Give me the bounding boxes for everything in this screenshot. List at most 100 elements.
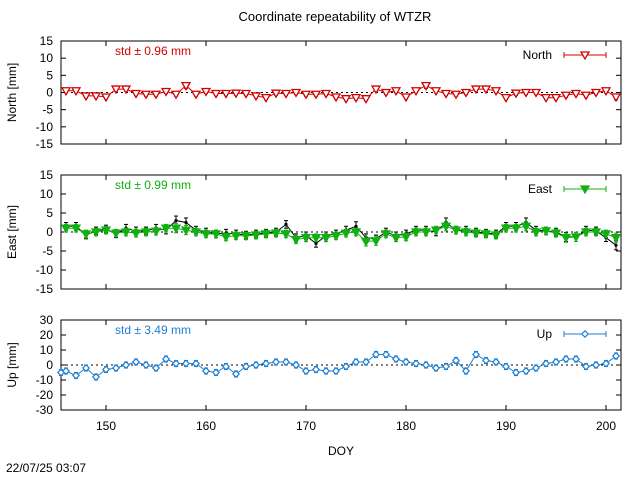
data-point bbox=[511, 368, 521, 377]
data-point bbox=[381, 350, 391, 359]
data-point bbox=[370, 85, 382, 95]
data-point bbox=[481, 356, 491, 365]
y-tick-label: 0 bbox=[46, 358, 53, 372]
data-point bbox=[174, 219, 178, 223]
data-point bbox=[561, 354, 571, 364]
data-point bbox=[151, 363, 161, 373]
y-tick-label: 0 bbox=[46, 225, 53, 239]
legend-label: North bbox=[523, 48, 552, 62]
data-point bbox=[61, 366, 71, 376]
data-point bbox=[330, 93, 342, 103]
data-point bbox=[120, 228, 132, 238]
data-point bbox=[290, 235, 302, 245]
data-point bbox=[401, 357, 411, 367]
data-point bbox=[181, 359, 191, 368]
data-point bbox=[90, 92, 102, 102]
data-point bbox=[354, 224, 358, 228]
data-point bbox=[240, 232, 252, 242]
data-point bbox=[90, 228, 102, 238]
data-point bbox=[580, 228, 592, 238]
chart-title: Coordinate repeatability of WTZR bbox=[239, 9, 432, 24]
y-tick-label: 15 bbox=[40, 168, 54, 182]
data-point bbox=[184, 220, 188, 225]
data-point bbox=[601, 359, 611, 368]
legend-marker bbox=[580, 329, 590, 339]
data-point bbox=[60, 87, 72, 97]
data-point bbox=[160, 87, 172, 97]
y-tick-label: 20 bbox=[40, 328, 54, 342]
data-point bbox=[311, 365, 321, 374]
data-point bbox=[60, 224, 72, 234]
data-point bbox=[550, 94, 562, 103]
data-point bbox=[240, 89, 252, 99]
data-point bbox=[580, 91, 592, 101]
x-tick-label: 180 bbox=[396, 419, 416, 433]
data-point bbox=[180, 226, 192, 236]
data-point bbox=[600, 87, 612, 97]
y-tick-label: -5 bbox=[42, 103, 53, 117]
data-point bbox=[610, 93, 622, 103]
data-point bbox=[420, 228, 432, 238]
data-point bbox=[270, 89, 282, 99]
data-point bbox=[600, 230, 612, 240]
data-point bbox=[101, 365, 111, 374]
series-east bbox=[60, 221, 622, 247]
data-point bbox=[510, 224, 522, 234]
data-point bbox=[410, 228, 422, 238]
data-point bbox=[341, 362, 351, 371]
data-point bbox=[430, 87, 442, 97]
data-point bbox=[400, 93, 412, 103]
data-point bbox=[521, 366, 531, 376]
data-point bbox=[80, 92, 92, 102]
data-point bbox=[450, 90, 462, 100]
data-point bbox=[380, 230, 392, 240]
data-point bbox=[500, 94, 512, 103]
data-point bbox=[70, 224, 82, 234]
std-label: std ± 0.96 mm bbox=[115, 44, 191, 58]
data-point bbox=[350, 228, 362, 238]
data-point bbox=[460, 228, 472, 238]
data-point bbox=[610, 234, 622, 244]
data-point bbox=[531, 363, 541, 373]
data-point bbox=[140, 228, 152, 238]
data-point bbox=[541, 359, 551, 368]
data-point bbox=[280, 89, 292, 99]
data-point bbox=[350, 94, 362, 103]
data-point bbox=[361, 357, 371, 367]
data-point bbox=[310, 90, 322, 100]
data-point bbox=[501, 362, 511, 371]
data-point bbox=[300, 234, 312, 244]
y-axis-label: East [mm] bbox=[5, 205, 19, 259]
data-point bbox=[370, 237, 382, 247]
data-point bbox=[460, 88, 472, 98]
data-point bbox=[231, 369, 241, 379]
panel-east: -15 -10 -5 0 5 10 15 East [mm] std ± 0.99 mm East bbox=[5, 168, 622, 296]
data-point bbox=[70, 87, 82, 97]
y-tick-label: -5 bbox=[42, 244, 53, 258]
data-point bbox=[150, 90, 162, 100]
data-point bbox=[310, 234, 322, 244]
y-tick-label: -15 bbox=[36, 282, 54, 296]
data-point bbox=[220, 233, 232, 243]
x-axis-label: DOY bbox=[328, 444, 354, 458]
data-point bbox=[291, 360, 301, 370]
data-point bbox=[611, 351, 621, 361]
data-point bbox=[571, 354, 581, 364]
data-point bbox=[271, 357, 281, 367]
legend-marker bbox=[579, 185, 591, 195]
data-point bbox=[391, 354, 401, 364]
data-point bbox=[450, 226, 462, 236]
data-point bbox=[111, 363, 121, 373]
data-point bbox=[390, 234, 402, 244]
data-point bbox=[500, 224, 512, 234]
data-point bbox=[331, 366, 341, 376]
x-tick-label: 170 bbox=[296, 419, 316, 433]
data-point bbox=[440, 222, 452, 232]
data-point bbox=[190, 228, 202, 238]
data-point bbox=[411, 359, 421, 368]
legend-marker bbox=[579, 51, 591, 61]
data-point bbox=[431, 363, 441, 373]
data-point bbox=[171, 359, 181, 368]
x-tick-label: 160 bbox=[196, 419, 216, 433]
